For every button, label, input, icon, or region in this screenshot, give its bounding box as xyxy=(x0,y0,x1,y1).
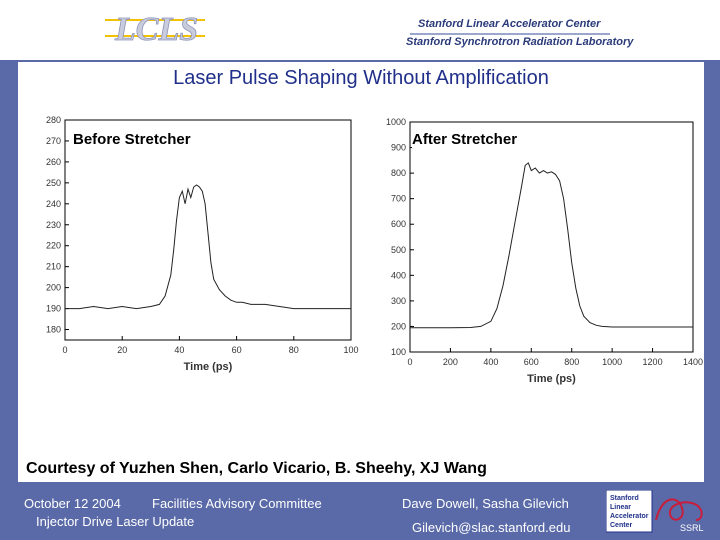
ssrl-text: SSRL xyxy=(680,523,704,533)
chart-1-ytick-label: 400 xyxy=(391,270,406,280)
footer-committee: Facilities Advisory Committee xyxy=(152,496,322,511)
chart-1-ytick-label: 100 xyxy=(391,347,406,357)
chart-0-ytick-label: 210 xyxy=(46,262,61,272)
chart-1-ytick-label: 1000 xyxy=(386,117,406,127)
chart-0-xtick-label: 0 xyxy=(62,345,67,355)
chart-1-xtick-label: 200 xyxy=(443,357,458,367)
chart-1-ytick-label: 500 xyxy=(391,245,406,255)
chart-1-x-axis-label: Time (ps) xyxy=(527,373,576,385)
logo-line-center: Center xyxy=(610,522,632,529)
chart-0-ytick-label: 280 xyxy=(46,115,61,125)
logo-line-linear: Linear xyxy=(610,504,631,511)
chart-1-ytick-label: 800 xyxy=(391,168,406,178)
chart-1-xtick-label: 1000 xyxy=(602,357,622,367)
footer-email: Gilevich@slac.stanford.edu xyxy=(412,520,571,535)
chart-0-ytick-label: 180 xyxy=(46,325,61,335)
chart-1-xtick-label: 600 xyxy=(524,357,539,367)
institution-line-1: Stanford Linear Accelerator Center xyxy=(418,18,601,30)
logo-line-accelerator: Accelerator xyxy=(610,513,649,520)
chart-0-xtick-label: 40 xyxy=(174,345,184,355)
courtesy-line: Courtesy of Yuzhen Shen, Carlo Vicario, … xyxy=(26,460,487,477)
after-stretcher-label: After Stretcher xyxy=(412,131,518,148)
chart-0-xtick-label: 100 xyxy=(343,345,358,355)
footer-subtitle: Injector Drive Laser Update xyxy=(36,514,195,529)
chart-1-ytick-label: 900 xyxy=(391,143,406,153)
chart-0-ytick-label: 270 xyxy=(46,136,61,146)
chart-0-xtick-label: 80 xyxy=(289,345,299,355)
logo-line-stanford: Stanford xyxy=(610,495,639,502)
chart-1-ytick-label: 700 xyxy=(391,194,406,204)
lcls-logo-text: LCLS xyxy=(114,11,198,48)
chart-0-ytick-label: 240 xyxy=(46,199,61,209)
slac-ssrl-logo: Stanford Linear Accelerator Center SSRL xyxy=(606,490,704,533)
chart-0-ytick-label: 220 xyxy=(46,241,61,251)
chart-1-xtick-label: 1200 xyxy=(643,357,663,367)
chart-0-ytick-label: 260 xyxy=(46,157,61,167)
chart-1-series-line xyxy=(410,162,693,329)
chart-1-plot-frame xyxy=(409,121,694,353)
chart-0-series-line xyxy=(65,184,351,310)
header-bar: LCLS Stanford Linear Accelerator Center … xyxy=(0,0,720,60)
header-divider xyxy=(410,33,610,35)
footer-date: October 12 2004 xyxy=(24,496,121,511)
chart-0-xtick-label: 60 xyxy=(232,345,242,355)
chart-1-ytick-label: 200 xyxy=(391,321,406,331)
institution-line-2: Stanford Synchrotron Radiation Laborator… xyxy=(406,36,634,48)
slide-title: Laser Pulse Shaping Without Amplificatio… xyxy=(173,67,549,89)
ssrl-ring-icon xyxy=(655,498,703,521)
chart-0-x-axis-label: Time (ps) xyxy=(184,361,233,373)
chart-1-ytick-label: 600 xyxy=(391,219,406,229)
chart-before-stretcher: 180 190 200 210 220 230 240 250 260 270 280 0 20 40 60… xyxy=(46,115,359,373)
chart-0-xtick-label: 20 xyxy=(117,345,127,355)
chart-0-ytick-label: 200 xyxy=(46,283,61,293)
footer-authors: Dave Dowell, Sasha Gilevich xyxy=(402,496,569,511)
slide-content: Laser Pulse Shaping Without Amplificatio… xyxy=(18,62,704,482)
chart-after-stretcher: 100 200 300 400 500 600 700 800 900 1000 0 200 400 60… xyxy=(386,117,703,385)
chart-1-xtick-label: 1400 xyxy=(683,357,703,367)
chart-1-xtick-label: 0 xyxy=(407,357,412,367)
chart-0-ytick-label: 250 xyxy=(46,178,61,188)
chart-1-xtick-label: 400 xyxy=(483,357,498,367)
lcls-logo: LCLS xyxy=(105,11,205,48)
chart-0-plot-frame xyxy=(64,119,352,341)
chart-1-ytick-label: 300 xyxy=(391,296,406,306)
before-stretcher-label: Before Stretcher xyxy=(73,131,191,148)
chart-0-ytick-label: 230 xyxy=(46,220,61,230)
chart-0-ytick-label: 190 xyxy=(46,304,61,314)
chart-1-xtick-label: 800 xyxy=(564,357,579,367)
